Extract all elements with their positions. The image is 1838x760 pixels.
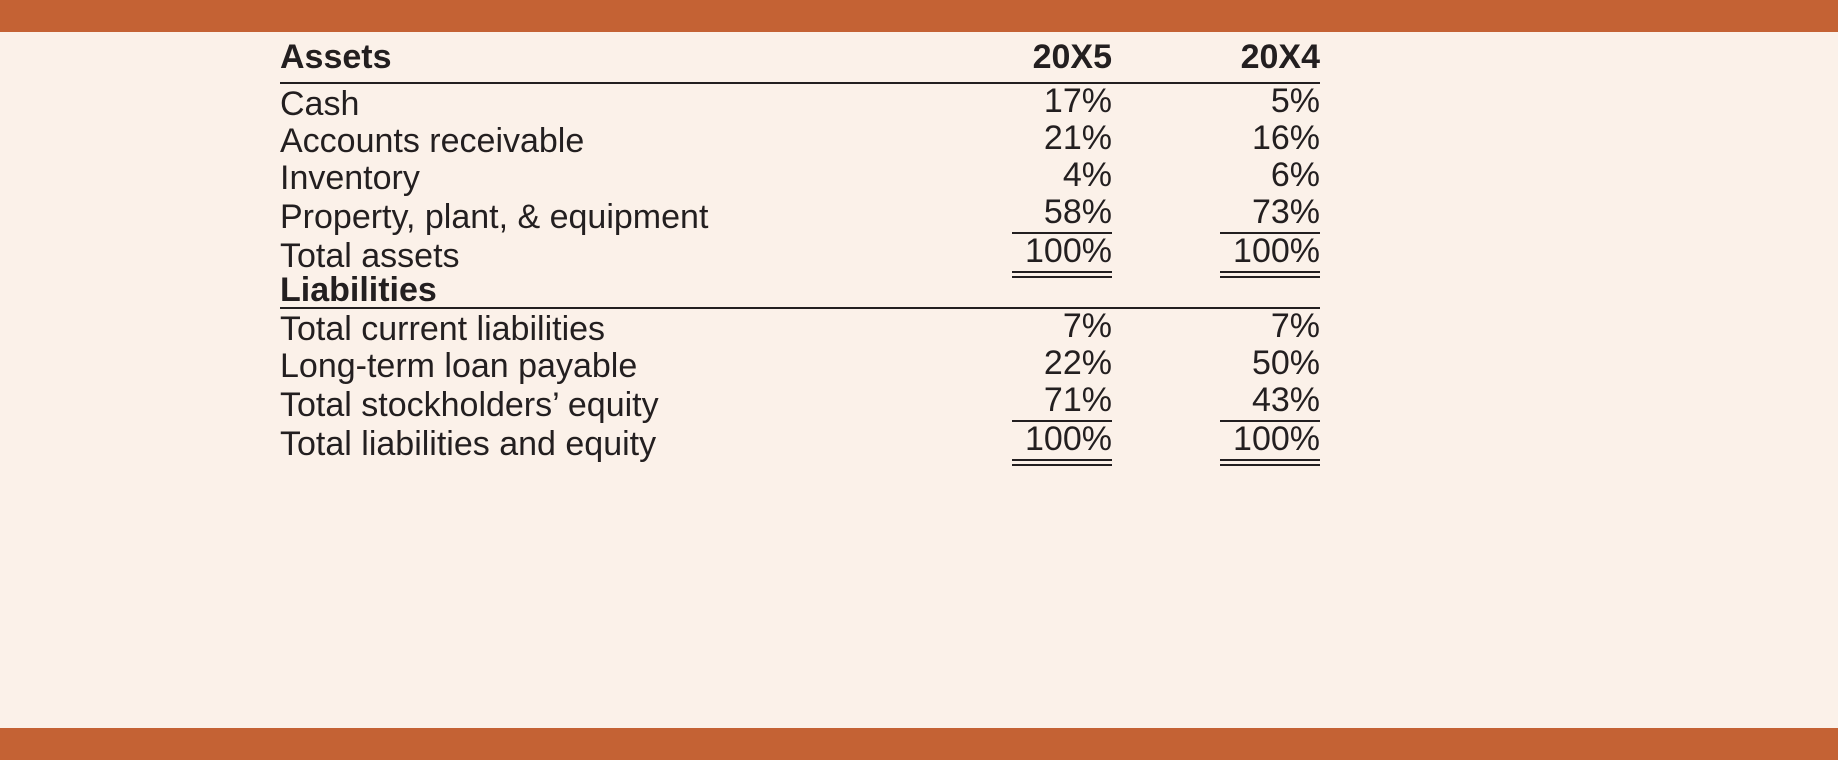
row-value-year1: 100% bbox=[1012, 234, 1112, 273]
table-row: Total assets 100% 100% bbox=[280, 234, 1320, 273]
row-value-year1: 17% bbox=[1012, 84, 1112, 121]
top-accent-bar bbox=[0, 0, 1838, 32]
row-label: Cash bbox=[280, 84, 925, 121]
table-header-row: Assets 20X5 20X4 bbox=[280, 40, 1320, 83]
row-value-year2: 100% bbox=[1220, 234, 1320, 273]
table-row: Cash 17% 5% bbox=[280, 84, 1320, 121]
section-header-liabilities: Liabilities bbox=[280, 273, 925, 308]
row-value-year2: 43% bbox=[1220, 383, 1320, 422]
row-label: Total current liabilities bbox=[280, 309, 925, 346]
row-label: Long-term loan payable bbox=[280, 346, 925, 383]
row-value-year1: 22% bbox=[1012, 346, 1112, 383]
section-header-assets: Assets bbox=[280, 40, 925, 83]
row-value-year2: 73% bbox=[1220, 195, 1320, 234]
row-value-year1: 100% bbox=[1012, 422, 1112, 461]
row-value-year2: 7% bbox=[1220, 309, 1320, 346]
row-value-year1: 4% bbox=[1012, 158, 1112, 195]
table-row: Total stockholders’ equity 71% 43% bbox=[280, 383, 1320, 422]
row-label: Total assets bbox=[280, 234, 925, 273]
table-row: Accounts receivable 21% 16% bbox=[280, 121, 1320, 158]
row-label: Accounts receivable bbox=[280, 121, 925, 158]
table-row: Inventory 4% 6% bbox=[280, 158, 1320, 195]
row-value-year2: 5% bbox=[1220, 84, 1320, 121]
row-label: Inventory bbox=[280, 158, 925, 195]
page: Assets20X520X4Cash17%5%Accounts receivab… bbox=[0, 0, 1838, 760]
row-value-year2: 100% bbox=[1220, 422, 1320, 461]
row-value-year1: 71% bbox=[1012, 383, 1112, 422]
bottom-accent-bar bbox=[0, 728, 1838, 760]
row-label: Total liabilities and equity bbox=[280, 422, 925, 461]
table-row: Total liabilities and equity 100% 100% bbox=[280, 422, 1320, 461]
table-row: Long-term loan payable 22% 50% bbox=[280, 346, 1320, 383]
table-row: Total current liabilities 7% 7% bbox=[280, 309, 1320, 346]
row-value-year2: 6% bbox=[1220, 158, 1320, 195]
row-value-year1: 21% bbox=[1012, 121, 1112, 158]
row-label: Total stockholders’ equity bbox=[280, 383, 925, 422]
column-header-year2: 20X4 bbox=[1174, 40, 1320, 83]
row-value-year1: 7% bbox=[1012, 309, 1112, 346]
section-header-row: Liabilities bbox=[280, 273, 1320, 308]
table-row: Property, plant, & equipment 58% 73% bbox=[280, 195, 1320, 234]
row-label: Property, plant, & equipment bbox=[280, 195, 925, 234]
balance-sheet-table: Assets20X520X4Cash17%5%Accounts receivab… bbox=[280, 40, 1320, 461]
row-value-year2: 16% bbox=[1220, 121, 1320, 158]
row-value-year2: 50% bbox=[1220, 346, 1320, 383]
row-value-year1: 58% bbox=[1012, 195, 1112, 234]
column-header-year1: 20X5 bbox=[966, 40, 1112, 83]
balance-sheet-table-wrap: Assets20X520X4Cash17%5%Accounts receivab… bbox=[280, 40, 1320, 461]
